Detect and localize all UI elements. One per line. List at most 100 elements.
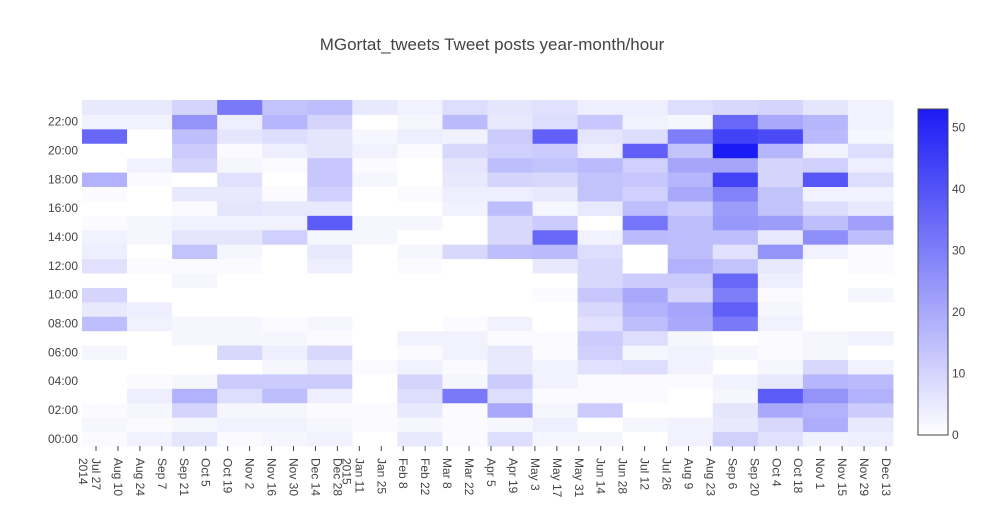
heatmap-cell: [757, 244, 804, 260]
heatmap-cell: [712, 417, 759, 433]
heatmap-cell: [82, 244, 128, 260]
heatmap-cell: [667, 172, 714, 187]
heatmap-cell: [262, 215, 308, 231]
heatmap-cell: [82, 373, 128, 389]
heatmap-cell: [172, 172, 218, 187]
heatmap-cell: [802, 258, 849, 274]
heatmap-cell: [667, 402, 714, 418]
heatmap-cell: [217, 373, 263, 389]
heatmap-cell: [622, 388, 669, 404]
heatmap-cell: [712, 388, 759, 404]
heatmap-cell: [487, 330, 534, 346]
x-tick-label: Nov 1: [813, 458, 827, 490]
heatmap-cell: [127, 373, 173, 389]
heatmap-cell: [847, 373, 894, 389]
heatmap-cell: [82, 128, 128, 144]
x-tick-label: Apr 19: [506, 458, 520, 494]
heatmap-cell: [847, 287, 894, 303]
heatmap-cell: [757, 215, 804, 231]
heatmap-cell: [82, 316, 128, 332]
x-year-label: 2015: [339, 458, 353, 485]
heatmap-cell: [622, 417, 669, 433]
heatmap-cell: [757, 316, 804, 332]
heatmap-cell: [487, 172, 534, 187]
heatmap-cell: [352, 388, 398, 404]
heatmap-cell: [487, 388, 534, 404]
heatmap-cell: [577, 128, 624, 144]
heatmap-cell: [667, 128, 714, 144]
colorbar-tick-label: 30: [952, 243, 966, 257]
y-axis-ticks: 00:00 02:00 04:00 06:00 08:00 10:00 12:00 14:00…: [48, 115, 78, 446]
heatmap-cell: [532, 215, 579, 231]
heatmap-cell: [532, 100, 579, 115]
heatmap-cell: [667, 157, 714, 173]
heatmap-cell: [712, 258, 759, 274]
heatmap-cell: [757, 330, 804, 346]
heatmap-cell: [217, 287, 263, 303]
heatmap-cell: [712, 229, 759, 245]
heatmap-cell: [712, 359, 759, 375]
heatmap-cell: [307, 287, 353, 303]
x-tick-label: Feb 22: [418, 458, 432, 496]
heatmap-cell: [307, 100, 353, 115]
heatmap-cell: [127, 229, 173, 245]
heatmap-cell: [352, 417, 398, 433]
heatmap-cell: [622, 287, 669, 303]
heatmap-cell: [307, 200, 353, 216]
heatmap-cell: [712, 330, 759, 346]
heatmap-cell: [352, 229, 398, 245]
heatmap-cell: [442, 417, 488, 433]
heatmap-cell: [487, 215, 534, 231]
heatmap-cell: [442, 287, 488, 303]
heatmap-cell: [532, 316, 579, 332]
x-tick-label: Dec 28: [330, 458, 344, 496]
heatmap-cell: [802, 186, 849, 202]
heatmap-cell: [172, 273, 218, 288]
heatmap-cell: [82, 186, 128, 202]
heatmap-cell: [82, 143, 128, 159]
heatmap-cell: [307, 388, 353, 404]
x-tick-label: Aug 23: [703, 458, 717, 496]
heatmap-cell: [172, 402, 218, 418]
y-tick-label: 00:00: [48, 432, 78, 446]
heatmap-cell: [532, 388, 579, 404]
heatmap-cell: [352, 128, 398, 144]
heatmap-cell: [352, 273, 398, 288]
y-tick-label: 02:00: [48, 403, 78, 417]
heatmap-cell: [622, 186, 669, 202]
heatmap-cell: [487, 345, 534, 360]
heatmap-cell: [307, 373, 353, 389]
heatmap-cell: [127, 345, 173, 360]
heatmap-cell: [577, 431, 624, 447]
heatmap-cell: [757, 186, 804, 202]
heatmap-cell: [622, 229, 669, 245]
x-tick-label: Aug 9: [682, 458, 696, 490]
heatmap-cell: [757, 431, 804, 447]
heatmap-cell: [667, 431, 714, 447]
heatmap-cell: [757, 359, 804, 375]
heatmap-cell: [397, 402, 443, 418]
heatmap-cell: [352, 258, 398, 274]
heatmap-cell: [82, 100, 128, 115]
heatmap-cell: [307, 114, 353, 130]
heatmap-cell: [532, 359, 579, 375]
heatmap-cell: [217, 273, 263, 288]
heatmap-cell: [847, 431, 894, 447]
heatmap-cell: [667, 258, 714, 274]
heatmap-cell: [442, 388, 488, 404]
heatmap-cell: [82, 431, 128, 447]
heatmap-cell: [82, 359, 128, 375]
heatmap-cell: [532, 273, 579, 288]
heatmap-cell: [217, 143, 263, 159]
heatmap-cell: [847, 417, 894, 433]
heatmap-cell: [667, 330, 714, 346]
heatmap-cell: [622, 345, 669, 360]
heatmap-cell: [307, 316, 353, 332]
heatmap-cell: [532, 157, 579, 173]
x-tick-label: Dec 14: [308, 458, 322, 496]
heatmap-cell: [757, 200, 804, 216]
heatmap-cell: [667, 244, 714, 260]
heatmap-cell: [442, 345, 488, 360]
heatmap-cell: [667, 388, 714, 404]
heatmap-cell: [487, 128, 534, 144]
